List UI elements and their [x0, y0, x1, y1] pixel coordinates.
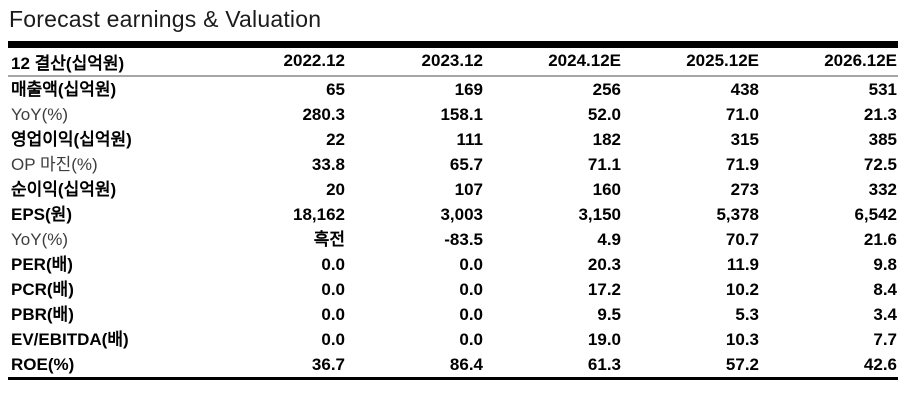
row-label: EV/EBITDA(배): [11, 329, 129, 349]
table-row: PER(배) 0.0 0.0 20.3 11.9 9.8: [8, 252, 898, 277]
cell-value: 0.0: [321, 254, 345, 274]
cell-value: 158.1: [440, 104, 483, 124]
cell-value: 107: [454, 179, 483, 199]
cell-value: 438: [730, 79, 759, 99]
cell-value: 160: [592, 179, 621, 199]
cell-value: 70.7: [725, 229, 759, 249]
cell-value: 52.0: [587, 104, 621, 124]
cell-value: 86.4: [449, 354, 483, 374]
column-header-2023: 2023.12: [421, 51, 483, 71]
cell-value: 7.7: [873, 329, 897, 349]
table-row: 순이익(십억원) 20 107 160 273 332: [8, 177, 898, 202]
cell-value: 315: [730, 129, 759, 149]
cell-value: 10.2: [725, 279, 759, 299]
row-label: 순이익(십억원): [11, 179, 117, 199]
cell-value: 42.6: [863, 354, 897, 374]
column-header-2022: 2022.12: [283, 51, 345, 71]
column-header-2025e: 2025.12E: [686, 51, 759, 71]
cell-value: 256: [592, 79, 621, 99]
table-row: OP 마진(%) 33.8 65.7 71.1 71.9 72.5: [8, 152, 898, 177]
cell-value: 0.0: [459, 254, 483, 274]
cell-value: 19.0: [587, 329, 621, 349]
cell-value: 71.1: [587, 154, 621, 174]
row-label: YoY(%): [11, 229, 69, 249]
cell-value: 111: [456, 129, 484, 149]
table-row: EV/EBITDA(배) 0.0 0.0 19.0 10.3 7.7: [8, 327, 898, 352]
cell-value: 273: [730, 179, 759, 199]
table-header: 12 결산(십억원) 2022.12 2023.12 2024.12E 2025…: [8, 45, 898, 76]
cell-value: 20.3: [587, 254, 621, 274]
table-header-row: 12 결산(십억원) 2022.12 2023.12 2024.12E 2025…: [8, 45, 898, 76]
table-row: PBR(배) 0.0 0.0 9.5 5.3 3.4: [8, 302, 898, 327]
cell-value: 20: [326, 179, 345, 199]
cell-value: 57.2: [725, 354, 759, 374]
cell-value: -83.5: [444, 229, 483, 249]
cell-value: 11.9: [726, 254, 759, 274]
table-row: YoY(%) 흑전 -83.5 4.9 70.7 21.6: [8, 227, 898, 252]
cell-value: 10.3: [725, 329, 759, 349]
cell-value: 0.0: [321, 329, 345, 349]
row-label: ROE(%): [11, 354, 75, 374]
column-header-2024e: 2024.12E: [548, 51, 621, 71]
table-row: EPS(원) 18,162 3,003 3,150 5,378 6,542: [8, 202, 898, 227]
cell-value: 72.5: [863, 154, 897, 174]
row-label: PCR(배): [11, 279, 74, 299]
cell-value: 3,150: [578, 204, 621, 224]
table-row: ROE(%) 36.7 86.4 61.3 57.2 42.6: [8, 352, 898, 379]
cell-value: 17.2: [587, 279, 621, 299]
cell-value: 0.0: [459, 304, 483, 324]
table-body: 매출액(십억원) 65 169 256 438 531 YoY(%) 280.3 158.1 52…: [8, 76, 898, 379]
cell-value: 6,542: [854, 204, 897, 224]
row-label: PER(배): [11, 254, 73, 274]
cell-value: 61.3: [587, 354, 621, 374]
cell-value: 5,378: [716, 204, 759, 224]
cell-value: 5.3: [735, 304, 759, 324]
cell-value: 흑전: [313, 229, 345, 249]
cell-value: 332: [868, 179, 897, 199]
cell-value: 9.8: [873, 254, 897, 274]
cell-value: 21.6: [863, 229, 897, 249]
cell-value: 0.0: [321, 279, 345, 299]
cell-value: 36.7: [311, 354, 345, 374]
report-fragment: Forecast earnings & Valuation 12 결산(십억원)…: [8, 6, 898, 380]
cell-value: 4.9: [597, 229, 621, 249]
column-header-2026e: 2026.12E: [824, 51, 897, 71]
cell-value: 65: [326, 79, 345, 99]
cell-value: 0.0: [321, 304, 345, 324]
row-label: 매출액(십억원): [11, 79, 117, 99]
page-title: Forecast earnings & Valuation: [9, 6, 322, 32]
row-label: EPS(원): [11, 204, 72, 224]
cell-value: 8.4: [873, 279, 897, 299]
forecast-earnings-valuation-table: 12 결산(십억원) 2022.12 2023.12 2024.12E 2025…: [8, 41, 898, 380]
cell-value: 71.9: [725, 154, 759, 174]
cell-value: 280.3: [302, 104, 345, 124]
cell-value: 9.5: [597, 304, 621, 324]
table-row: 매출액(십억원) 65 169 256 438 531: [8, 76, 898, 102]
table-row: PCR(배) 0.0 0.0 17.2 10.2 8.4: [8, 277, 898, 302]
cell-value: 21.3: [863, 104, 897, 124]
cell-value: 0.0: [459, 329, 483, 349]
cell-value: 182: [592, 129, 621, 149]
cell-value: 531: [868, 79, 897, 99]
cell-value: 65.7: [449, 154, 483, 174]
cell-value: 71.0: [725, 104, 759, 124]
table-row: 영업이익(십억원) 22 111 182 315 385: [8, 127, 898, 152]
cell-value: 33.8: [311, 154, 345, 174]
row-label: YoY(%): [11, 104, 69, 124]
table-row: YoY(%) 280.3 158.1 52.0 71.0 21.3: [8, 102, 898, 127]
column-header-metric: 12 결산(십억원): [11, 53, 125, 73]
row-label: OP 마진(%): [11, 154, 98, 174]
cell-value: 3,003: [440, 204, 483, 224]
row-label: PBR(배): [11, 304, 74, 324]
cell-value: 18,162: [293, 204, 345, 224]
cell-value: 0.0: [459, 279, 483, 299]
cell-value: 22: [326, 129, 345, 149]
cell-value: 3.4: [873, 304, 897, 324]
row-label: 영업이익(십억원): [11, 129, 132, 149]
cell-value: 169: [454, 79, 483, 99]
cell-value: 385: [868, 129, 897, 149]
